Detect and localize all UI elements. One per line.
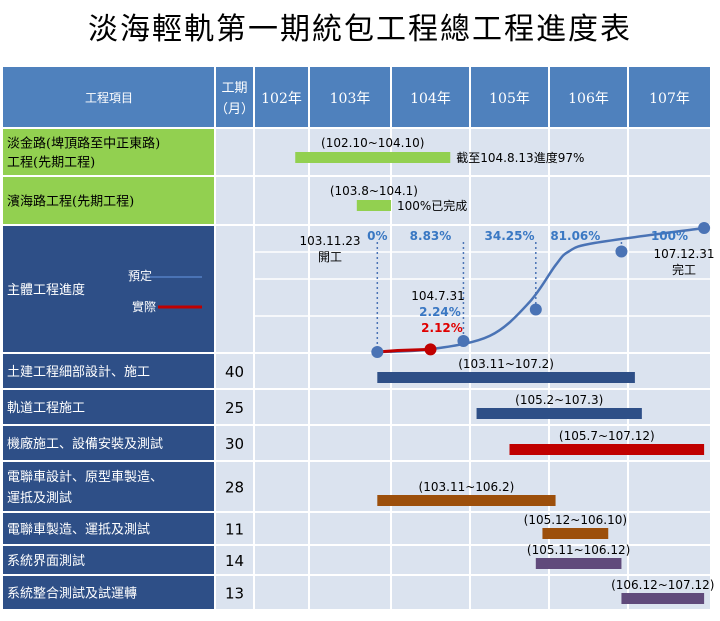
task-label-cell [3, 461, 215, 512]
year-label: 105年 [489, 91, 530, 107]
task-name: 電聯車製造、運抵及測試 [7, 522, 150, 538]
duration-cell [215, 512, 254, 545]
prelim-task-date-label: (102.10~104.10) [321, 136, 424, 150]
task-months: 28 [225, 479, 244, 497]
progress-marker [529, 303, 542, 316]
progress-percent-label: 34.25% [485, 229, 535, 243]
timeline-cell [254, 512, 711, 545]
task-name: 軌道工程施工 [7, 400, 85, 416]
header-duration-unit: （月） [215, 102, 254, 117]
duration-cell [215, 461, 254, 512]
task-bar [621, 593, 705, 604]
task-bar [535, 558, 622, 569]
task-months: 14 [225, 552, 244, 570]
task-date-label: (103.11~106.2) [419, 480, 515, 494]
task-label-cell [3, 353, 215, 389]
header-item-label: 工程項目 [85, 90, 133, 105]
task-date-label: (106.12~107.12) [611, 578, 714, 592]
task-months: 25 [225, 399, 244, 417]
prelim-task-name: 濱海路工程(先期工程) [7, 194, 134, 210]
duration-cell [215, 176, 254, 225]
progress-percent-label: 0% [367, 229, 387, 243]
duration-cell [215, 545, 254, 575]
start-caption: 開工 [318, 250, 342, 264]
progress-percent-label: 100% [651, 229, 688, 243]
task-date-label: (105.7~107.12) [559, 429, 655, 443]
progress-marker [371, 346, 384, 358]
prelim-task-name: 淡金路(埤頂路至中正東路) [7, 136, 160, 152]
year-label: 102年 [261, 91, 302, 107]
progress-marker [698, 222, 711, 234]
year-label: 104年 [410, 91, 451, 107]
prelim-task-date-label: (103.8~104.1) [330, 184, 418, 198]
end-caption: 完工 [672, 262, 696, 277]
prelim-task-label-cell [3, 176, 215, 225]
progress-percent-label: 81.06% [550, 229, 600, 243]
timeline-cell [254, 225, 711, 353]
task-name: 系統整合測試及試運轉 [7, 586, 137, 602]
prelim-task-label-cell [3, 128, 215, 176]
year-label: 107年 [649, 91, 690, 107]
prelim-task-bar [295, 152, 451, 163]
task-bar [377, 495, 556, 506]
mid-date-label: 104.7.31 [411, 289, 464, 303]
task-date-label: (105.11~106.12) [527, 543, 630, 557]
progress-marker [615, 245, 628, 258]
task-bar [509, 444, 705, 455]
header-duration-label: 工期 [221, 81, 247, 96]
task-label-cell [3, 389, 215, 425]
task-months: 13 [225, 585, 244, 603]
task-label-cell [3, 545, 215, 575]
year-label: 106年 [568, 91, 609, 107]
task-name: 土建工程細部設計、施工 [7, 364, 150, 380]
timeline-cell [254, 389, 711, 425]
prelim-task-note: 截至104.8.13進度97% [456, 150, 584, 165]
task-label-cell [3, 512, 215, 545]
task-date-label: (105.2~107.3) [515, 393, 603, 407]
progress-label-cell [3, 225, 215, 353]
mid-actual-percent: 2.12% [421, 321, 463, 335]
task-bar [377, 372, 635, 383]
task-name: 運抵及測試 [7, 490, 72, 506]
page-title: 淡海輕軌第一期統包工程總工程進度表 [88, 12, 632, 47]
mid-planned-percent: 2.24% [419, 305, 461, 319]
prelim-task-bar [356, 200, 391, 211]
legend-actual-label: 實際 [132, 299, 156, 314]
task-name: 系統界面測試 [7, 553, 85, 569]
task-label-cell [3, 575, 215, 610]
task-name: 機廠施工、設備安裝及測試 [7, 436, 163, 452]
duration-cell [215, 425, 254, 461]
task-name: 電聯車設計、原型車製造、 [7, 469, 163, 485]
task-date-label: (105.12~106.10) [524, 513, 627, 527]
duration-cell [215, 225, 254, 353]
task-label-cell [3, 425, 215, 461]
duration-cell [215, 389, 254, 425]
timeline-cell [254, 176, 711, 225]
prelim-task-name: 工程(先期工程) [7, 156, 95, 171]
actual-progress-line [377, 347, 431, 354]
planned-progress-line [377, 226, 705, 354]
task-months: 11 [225, 521, 244, 539]
progress-percent-label: 8.83% [410, 229, 452, 243]
duration-cell [215, 575, 254, 610]
start-date-label: 103.11.23 [299, 234, 360, 248]
duration-cell [215, 128, 254, 176]
timeline-cell [254, 575, 711, 610]
duration-cell [215, 353, 254, 389]
task-bar [476, 408, 642, 419]
progress-marker [457, 335, 470, 348]
task-months: 30 [225, 435, 244, 453]
progress-marker [424, 343, 437, 356]
end-date-label: 107.12.31 [653, 247, 714, 261]
task-bar [542, 528, 609, 539]
legend-planned-label: 預定 [128, 268, 152, 283]
progress-label: 主體工程進度 [7, 282, 85, 298]
year-label: 103年 [330, 91, 371, 107]
header-row [3, 67, 711, 128]
task-months: 40 [225, 363, 244, 381]
task-date-label: (103.11~107.2) [458, 357, 554, 371]
prelim-task-note: 100%已完成 [397, 198, 467, 213]
timeline-cell [254, 545, 711, 575]
